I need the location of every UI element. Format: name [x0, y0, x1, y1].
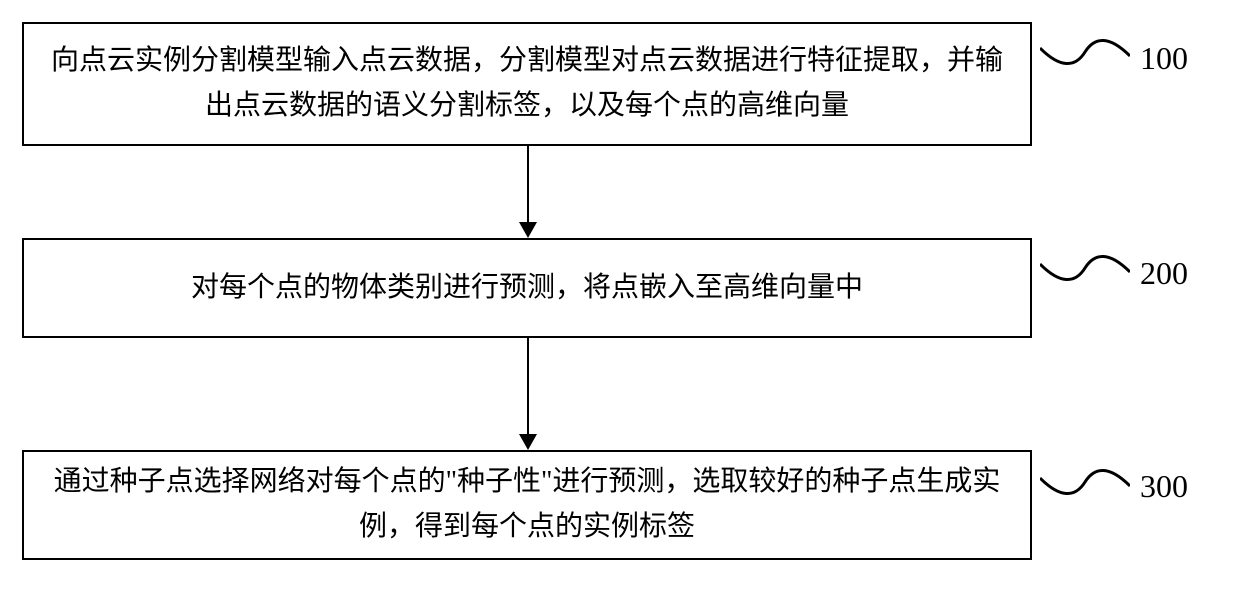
callout-curve-1 — [1040, 28, 1130, 76]
flow-node-3-label: 300 — [1140, 468, 1188, 505]
edge-1-2-arrow — [519, 222, 537, 238]
callout-curve-3 — [1040, 458, 1130, 506]
flow-node-1: 向点云实例分割模型输入点云数据，分割模型对点云数据进行特征提取，并输出点云数据的… — [22, 22, 1032, 146]
flow-node-3-text: 通过种子点选择网络对每个点的"种子性"进行预测，选取较好的种子点生成实例，得到每… — [40, 460, 1014, 550]
flow-node-1-label: 100 — [1140, 40, 1188, 77]
flow-node-2: 对每个点的物体类别进行预测，将点嵌入至高维向量中 — [22, 238, 1032, 338]
edge-2-3-line — [527, 338, 529, 434]
flow-node-2-label: 200 — [1140, 255, 1188, 292]
flow-node-1-text: 向点云实例分割模型输入点云数据，分割模型对点云数据进行特征提取，并输出点云数据的… — [40, 39, 1014, 129]
flow-node-3: 通过种子点选择网络对每个点的"种子性"进行预测，选取较好的种子点生成实例，得到每… — [22, 450, 1032, 560]
flow-node-2-text: 对每个点的物体类别进行预测，将点嵌入至高维向量中 — [191, 266, 863, 311]
flowchart-canvas: 向点云实例分割模型输入点云数据，分割模型对点云数据进行特征提取，并输出点云数据的… — [0, 0, 1240, 608]
edge-2-3-arrow — [519, 434, 537, 450]
edge-1-2-line — [527, 146, 529, 222]
callout-curve-2 — [1040, 244, 1130, 292]
